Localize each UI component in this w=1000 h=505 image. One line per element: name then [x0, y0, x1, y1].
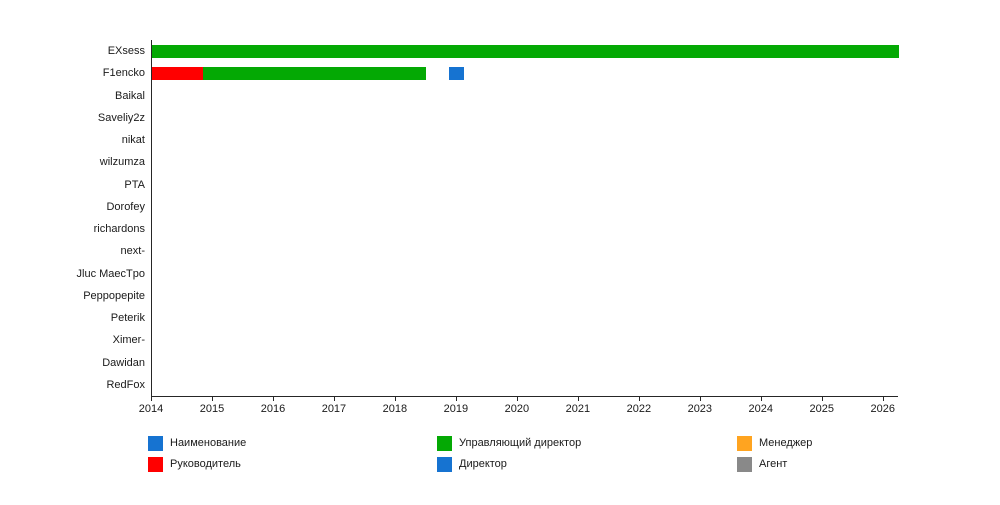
legend-label: Агент [759, 458, 788, 470]
legend-swatch-gray [737, 457, 752, 472]
x-axis-tick-label: 2016 [260, 403, 286, 415]
x-axis-tick-label: 2025 [809, 403, 835, 415]
gantt-bar [202, 66, 427, 80]
legend-swatch-orange [737, 436, 752, 451]
row-label: next- [120, 245, 145, 258]
legend-swatch-blue [437, 457, 452, 472]
x-axis-tick [821, 396, 823, 401]
x-axis-tick [211, 396, 213, 401]
row-label: EXsess [107, 45, 145, 58]
row-label: Peterik [110, 312, 145, 325]
x-axis-tick [455, 396, 457, 401]
row-label: Saveliy2z [97, 111, 145, 124]
legend-swatch-green [437, 436, 452, 451]
x-axis-tick-label: 2021 [565, 403, 591, 415]
x-axis-tick-label: 2024 [748, 403, 774, 415]
legend-swatch-blue [148, 436, 163, 451]
x-axis-tick-label: 2023 [687, 403, 713, 415]
x-axis-tick [272, 396, 274, 401]
row-label: richardons [93, 223, 145, 236]
row-label: Peppopepite [83, 289, 145, 302]
x-axis-tick [151, 396, 152, 401]
x-axis-tick-label: 2018 [382, 403, 408, 415]
x-axis-tick [394, 396, 396, 401]
row-label: Ximer- [112, 334, 145, 347]
x-axis-tick-label: 2019 [443, 403, 469, 415]
row-label: PTA [124, 178, 145, 191]
x-axis-tick [333, 396, 335, 401]
x-axis-tick-label: 2014 [138, 403, 164, 415]
x-axis-tick-label: 2015 [199, 403, 225, 415]
legend-label: Управляющий директор [459, 437, 582, 449]
legend-swatch-red [148, 457, 163, 472]
x-axis-tick-label: 2026 [870, 403, 895, 415]
x-axis-tick-label: 2020 [504, 403, 530, 415]
x-axis-tick [760, 396, 762, 401]
row-label: nikat [121, 134, 145, 147]
legend-label: Наименование [170, 437, 247, 449]
x-axis-tick [638, 396, 640, 401]
x-axis-tick [882, 396, 884, 401]
row-label: F1encko [102, 67, 145, 80]
x-axis-tick [699, 396, 701, 401]
x-axis-tick-label: 2017 [321, 403, 347, 415]
row-label: Dorofey [106, 200, 145, 213]
legend-label: Руководитель [170, 458, 241, 470]
legend-label: Директор [459, 458, 507, 470]
gantt-bar [152, 66, 203, 80]
row-label: Jluc MaecTpo [76, 267, 145, 280]
row-label: Dawidan [102, 356, 145, 369]
gantt-bar [448, 66, 465, 80]
gantt-bar [152, 44, 899, 58]
x-axis-tick-label: 2022 [626, 403, 652, 415]
x-axis-tick [577, 396, 579, 401]
x-axis-tick [516, 396, 518, 401]
y-axis-spine [151, 40, 152, 401]
row-label: Baikal [115, 89, 145, 102]
x-axis-spine [151, 396, 898, 397]
row-label: RedFox [106, 378, 145, 391]
legend-label: Менеджер [759, 437, 813, 449]
row-label: wilzumza [99, 156, 145, 169]
